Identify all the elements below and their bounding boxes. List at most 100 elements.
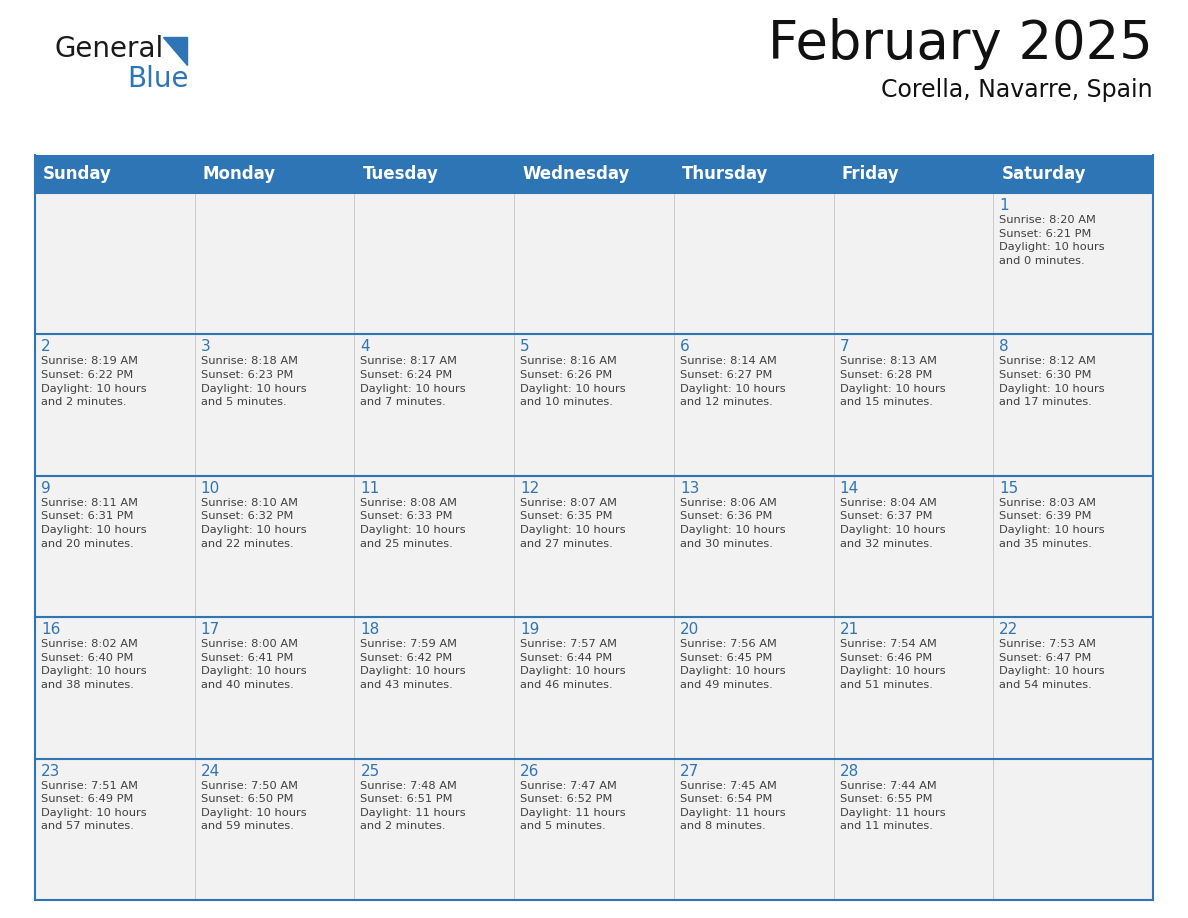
- Bar: [514, 334, 674, 476]
- Text: Sunrise: 7:53 AM
Sunset: 6:47 PM
Daylight: 10 hours
and 54 minutes.: Sunrise: 7:53 AM Sunset: 6:47 PM Dayligh…: [999, 639, 1105, 690]
- Bar: [514, 476, 674, 617]
- Text: 9: 9: [42, 481, 51, 496]
- Text: Sunrise: 7:44 AM
Sunset: 6:55 PM
Daylight: 11 hours
and 11 minutes.: Sunrise: 7:44 AM Sunset: 6:55 PM Dayligh…: [840, 780, 946, 832]
- Bar: [195, 334, 354, 476]
- Text: Sunrise: 8:10 AM
Sunset: 6:32 PM
Daylight: 10 hours
and 22 minutes.: Sunrise: 8:10 AM Sunset: 6:32 PM Dayligh…: [201, 498, 307, 549]
- Text: Sunday: Sunday: [43, 165, 112, 183]
- Text: Sunrise: 7:56 AM
Sunset: 6:45 PM
Daylight: 10 hours
and 49 minutes.: Sunrise: 7:56 AM Sunset: 6:45 PM Dayligh…: [680, 639, 785, 690]
- Text: 1: 1: [999, 198, 1009, 213]
- Text: Monday: Monday: [203, 165, 276, 183]
- Text: 16: 16: [42, 622, 61, 637]
- Text: 28: 28: [840, 764, 859, 778]
- Text: Sunrise: 8:12 AM
Sunset: 6:30 PM
Daylight: 10 hours
and 17 minutes.: Sunrise: 8:12 AM Sunset: 6:30 PM Dayligh…: [999, 356, 1105, 408]
- Text: 10: 10: [201, 481, 220, 496]
- Text: Sunrise: 7:47 AM
Sunset: 6:52 PM
Daylight: 11 hours
and 5 minutes.: Sunrise: 7:47 AM Sunset: 6:52 PM Dayligh…: [520, 780, 626, 832]
- Bar: [195, 617, 354, 758]
- Text: Sunrise: 7:50 AM
Sunset: 6:50 PM
Daylight: 10 hours
and 59 minutes.: Sunrise: 7:50 AM Sunset: 6:50 PM Dayligh…: [201, 780, 307, 832]
- Text: 18: 18: [360, 622, 380, 637]
- Text: Sunrise: 8:04 AM
Sunset: 6:37 PM
Daylight: 10 hours
and 32 minutes.: Sunrise: 8:04 AM Sunset: 6:37 PM Dayligh…: [840, 498, 946, 549]
- Bar: [195, 758, 354, 900]
- Text: Sunrise: 7:59 AM
Sunset: 6:42 PM
Daylight: 10 hours
and 43 minutes.: Sunrise: 7:59 AM Sunset: 6:42 PM Dayligh…: [360, 639, 466, 690]
- Text: Sunrise: 8:18 AM
Sunset: 6:23 PM
Daylight: 10 hours
and 5 minutes.: Sunrise: 8:18 AM Sunset: 6:23 PM Dayligh…: [201, 356, 307, 408]
- Text: 7: 7: [840, 340, 849, 354]
- Text: 12: 12: [520, 481, 539, 496]
- Bar: [834, 758, 993, 900]
- Text: Sunrise: 8:02 AM
Sunset: 6:40 PM
Daylight: 10 hours
and 38 minutes.: Sunrise: 8:02 AM Sunset: 6:40 PM Dayligh…: [42, 639, 146, 690]
- Text: Sunrise: 8:03 AM
Sunset: 6:39 PM
Daylight: 10 hours
and 35 minutes.: Sunrise: 8:03 AM Sunset: 6:39 PM Dayligh…: [999, 498, 1105, 549]
- Text: Sunrise: 8:17 AM
Sunset: 6:24 PM
Daylight: 10 hours
and 7 minutes.: Sunrise: 8:17 AM Sunset: 6:24 PM Dayligh…: [360, 356, 466, 408]
- Text: February 2025: February 2025: [769, 18, 1154, 70]
- Text: Sunrise: 8:00 AM
Sunset: 6:41 PM
Daylight: 10 hours
and 40 minutes.: Sunrise: 8:00 AM Sunset: 6:41 PM Dayligh…: [201, 639, 307, 690]
- Bar: [195, 476, 354, 617]
- Text: Saturday: Saturday: [1001, 165, 1086, 183]
- Text: 24: 24: [201, 764, 220, 778]
- Bar: [195, 193, 354, 334]
- Text: Sunrise: 8:13 AM
Sunset: 6:28 PM
Daylight: 10 hours
and 15 minutes.: Sunrise: 8:13 AM Sunset: 6:28 PM Dayligh…: [840, 356, 946, 408]
- Bar: [674, 193, 834, 334]
- Text: Wednesday: Wednesday: [523, 165, 630, 183]
- Text: Sunrise: 8:14 AM
Sunset: 6:27 PM
Daylight: 10 hours
and 12 minutes.: Sunrise: 8:14 AM Sunset: 6:27 PM Dayligh…: [680, 356, 785, 408]
- Text: Corella, Navarre, Spain: Corella, Navarre, Spain: [881, 78, 1154, 102]
- Text: Sunrise: 8:19 AM
Sunset: 6:22 PM
Daylight: 10 hours
and 2 minutes.: Sunrise: 8:19 AM Sunset: 6:22 PM Dayligh…: [42, 356, 146, 408]
- Bar: [674, 617, 834, 758]
- Text: Sunrise: 7:57 AM
Sunset: 6:44 PM
Daylight: 10 hours
and 46 minutes.: Sunrise: 7:57 AM Sunset: 6:44 PM Dayligh…: [520, 639, 626, 690]
- Bar: [674, 758, 834, 900]
- Text: General: General: [55, 35, 164, 63]
- Bar: [514, 617, 674, 758]
- Text: 23: 23: [42, 764, 61, 778]
- Text: Sunrise: 8:11 AM
Sunset: 6:31 PM
Daylight: 10 hours
and 20 minutes.: Sunrise: 8:11 AM Sunset: 6:31 PM Dayligh…: [42, 498, 146, 549]
- Text: 26: 26: [520, 764, 539, 778]
- Text: Sunrise: 7:45 AM
Sunset: 6:54 PM
Daylight: 11 hours
and 8 minutes.: Sunrise: 7:45 AM Sunset: 6:54 PM Dayligh…: [680, 780, 785, 832]
- Text: 4: 4: [360, 340, 369, 354]
- Text: 15: 15: [999, 481, 1018, 496]
- Text: Sunrise: 8:20 AM
Sunset: 6:21 PM
Daylight: 10 hours
and 0 minutes.: Sunrise: 8:20 AM Sunset: 6:21 PM Dayligh…: [999, 215, 1105, 266]
- Bar: [993, 476, 1154, 617]
- Text: 21: 21: [840, 622, 859, 637]
- Text: 2: 2: [42, 340, 51, 354]
- Text: Sunrise: 7:54 AM
Sunset: 6:46 PM
Daylight: 10 hours
and 51 minutes.: Sunrise: 7:54 AM Sunset: 6:46 PM Dayligh…: [840, 639, 946, 690]
- Bar: [354, 193, 514, 334]
- Bar: [834, 476, 993, 617]
- Text: Sunrise: 7:51 AM
Sunset: 6:49 PM
Daylight: 10 hours
and 57 minutes.: Sunrise: 7:51 AM Sunset: 6:49 PM Dayligh…: [42, 780, 146, 832]
- Text: 11: 11: [360, 481, 380, 496]
- Bar: [834, 617, 993, 758]
- Text: 14: 14: [840, 481, 859, 496]
- Text: Thursday: Thursday: [682, 165, 769, 183]
- Bar: [34, 476, 195, 617]
- Text: Sunrise: 8:07 AM
Sunset: 6:35 PM
Daylight: 10 hours
and 27 minutes.: Sunrise: 8:07 AM Sunset: 6:35 PM Dayligh…: [520, 498, 626, 549]
- Bar: [34, 758, 195, 900]
- Bar: [834, 334, 993, 476]
- Text: 22: 22: [999, 622, 1018, 637]
- Text: Friday: Friday: [841, 165, 899, 183]
- Text: 3: 3: [201, 340, 210, 354]
- Text: 6: 6: [680, 340, 689, 354]
- Text: 5: 5: [520, 340, 530, 354]
- Bar: [674, 334, 834, 476]
- Text: 13: 13: [680, 481, 700, 496]
- Bar: [34, 334, 195, 476]
- Text: 8: 8: [999, 340, 1009, 354]
- Bar: [834, 193, 993, 334]
- Bar: [34, 617, 195, 758]
- Text: Tuesday: Tuesday: [362, 165, 438, 183]
- Bar: [354, 334, 514, 476]
- Text: 20: 20: [680, 622, 699, 637]
- Text: Sunrise: 8:16 AM
Sunset: 6:26 PM
Daylight: 10 hours
and 10 minutes.: Sunrise: 8:16 AM Sunset: 6:26 PM Dayligh…: [520, 356, 626, 408]
- Bar: [354, 758, 514, 900]
- Polygon shape: [163, 37, 187, 65]
- Text: 25: 25: [360, 764, 380, 778]
- Bar: [674, 476, 834, 617]
- Text: Sunrise: 7:48 AM
Sunset: 6:51 PM
Daylight: 11 hours
and 2 minutes.: Sunrise: 7:48 AM Sunset: 6:51 PM Dayligh…: [360, 780, 466, 832]
- Bar: [34, 155, 1154, 193]
- Text: 19: 19: [520, 622, 539, 637]
- Bar: [993, 193, 1154, 334]
- Bar: [993, 758, 1154, 900]
- Bar: [354, 617, 514, 758]
- Text: Blue: Blue: [127, 65, 189, 93]
- Bar: [514, 758, 674, 900]
- Bar: [993, 617, 1154, 758]
- Bar: [514, 193, 674, 334]
- Bar: [34, 193, 195, 334]
- Text: Sunrise: 8:06 AM
Sunset: 6:36 PM
Daylight: 10 hours
and 30 minutes.: Sunrise: 8:06 AM Sunset: 6:36 PM Dayligh…: [680, 498, 785, 549]
- Bar: [354, 476, 514, 617]
